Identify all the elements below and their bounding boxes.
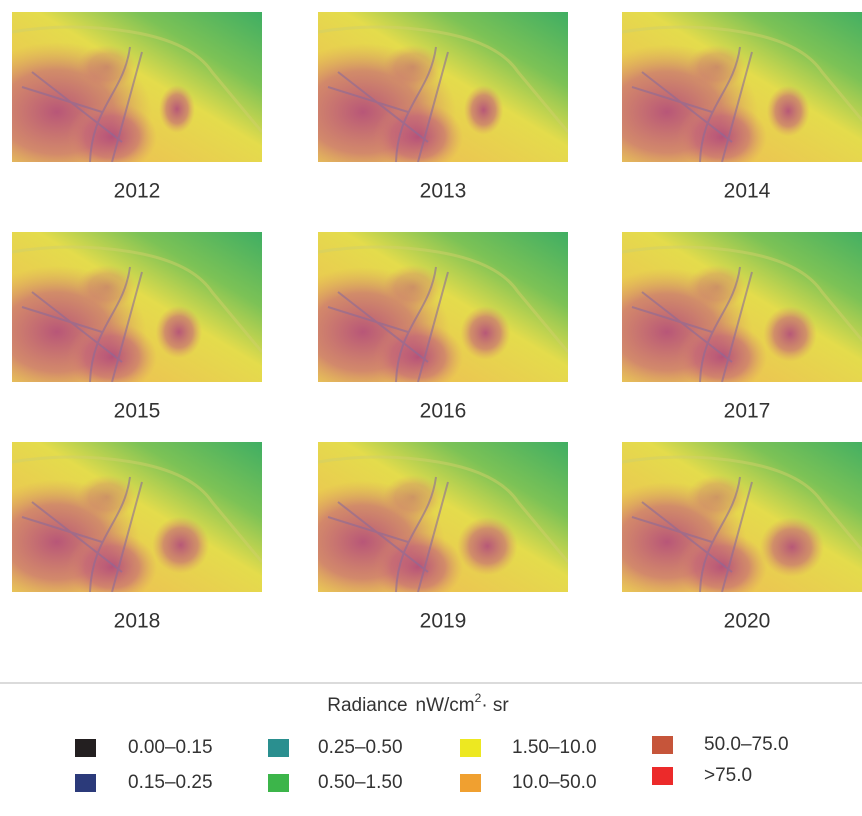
coast <box>622 245 862 343</box>
map-panel <box>12 12 262 162</box>
legend-label: >75.0 <box>704 765 752 786</box>
road <box>327 46 449 162</box>
year-label: 2016 <box>420 400 467 423</box>
year-label: 2018 <box>114 610 161 633</box>
radiance-blob <box>77 45 137 89</box>
year-label: 2019 <box>420 610 467 633</box>
year-label: 2012 <box>114 180 161 203</box>
road <box>631 266 753 382</box>
map-image <box>12 442 262 592</box>
coast <box>12 455 262 563</box>
road <box>327 476 449 592</box>
legend-unit-exponent: 2 <box>475 691 482 705</box>
radiance-blob <box>766 85 810 137</box>
radiance-blob <box>463 85 504 135</box>
coast <box>12 25 262 133</box>
year-label: 2014 <box>724 180 771 203</box>
map-image <box>318 12 568 162</box>
radiance-blob <box>383 265 443 309</box>
coast <box>318 25 568 133</box>
legend-title: Radiance nW/cm2· sr <box>327 691 509 716</box>
map-panel <box>622 12 862 162</box>
map-panel <box>318 232 568 382</box>
legend-label: 0.25–0.50 <box>318 737 403 758</box>
map-panel <box>12 232 262 382</box>
coast <box>622 455 862 553</box>
road <box>631 46 753 162</box>
legend-unit: nW/cm <box>416 695 475 716</box>
legend-label: 0.15–0.25 <box>128 772 213 793</box>
legend-swatch <box>460 739 481 757</box>
radiance-blob <box>383 475 443 519</box>
legend-label: 0.50–1.50 <box>318 772 403 793</box>
map-image <box>12 12 262 162</box>
legend-label: 10.0–50.0 <box>512 772 597 793</box>
map-image <box>318 442 568 592</box>
map-image <box>622 12 862 162</box>
radiance-blob <box>760 517 824 577</box>
legend-swatch <box>652 767 673 785</box>
legend-swatch <box>652 736 673 754</box>
map-image <box>622 442 862 592</box>
legend-swatch <box>75 774 96 792</box>
year-label: 2015 <box>114 400 161 423</box>
radiance-blob <box>77 265 137 309</box>
legend-label: 1.50–10.0 <box>512 737 597 758</box>
road <box>21 46 143 162</box>
legend-swatch <box>268 774 289 792</box>
radiance-blob <box>763 306 817 362</box>
map-panel <box>12 442 262 592</box>
map-image <box>12 232 262 382</box>
radiance-blob <box>687 265 747 309</box>
coast <box>622 25 862 123</box>
radiance-blob <box>457 516 518 576</box>
radiance-blob <box>152 516 210 574</box>
map-panel <box>622 442 862 592</box>
map-panel <box>318 442 568 592</box>
map-image <box>622 232 862 382</box>
legend-unit-tail: · sr <box>481 695 509 716</box>
road <box>21 476 143 592</box>
legend-swatch <box>75 739 96 757</box>
road <box>21 266 143 382</box>
radiance-blob <box>460 306 511 360</box>
radiance-blob <box>383 45 443 89</box>
legend-label: 50.0–75.0 <box>704 734 789 755</box>
year-label: 2017 <box>724 400 771 423</box>
coast <box>12 245 262 353</box>
coast <box>318 245 568 353</box>
legend-swatch <box>460 774 481 792</box>
legend-swatch <box>268 739 289 757</box>
radiance-blob <box>687 45 747 89</box>
radiance-blob <box>159 85 195 133</box>
road <box>327 266 449 382</box>
coast <box>318 455 568 563</box>
road <box>631 476 753 592</box>
legend-label: 0.00–0.15 <box>128 737 213 758</box>
year-label: 2013 <box>420 180 467 203</box>
radiance-blob <box>687 475 747 519</box>
year-label: 2020 <box>724 610 771 633</box>
radiance-blob <box>155 305 203 359</box>
legend-title-text: Radiance <box>327 695 407 716</box>
map-panel <box>318 12 568 162</box>
map-panel <box>622 232 862 382</box>
map-image <box>318 232 568 382</box>
radiance-blob <box>77 475 137 519</box>
